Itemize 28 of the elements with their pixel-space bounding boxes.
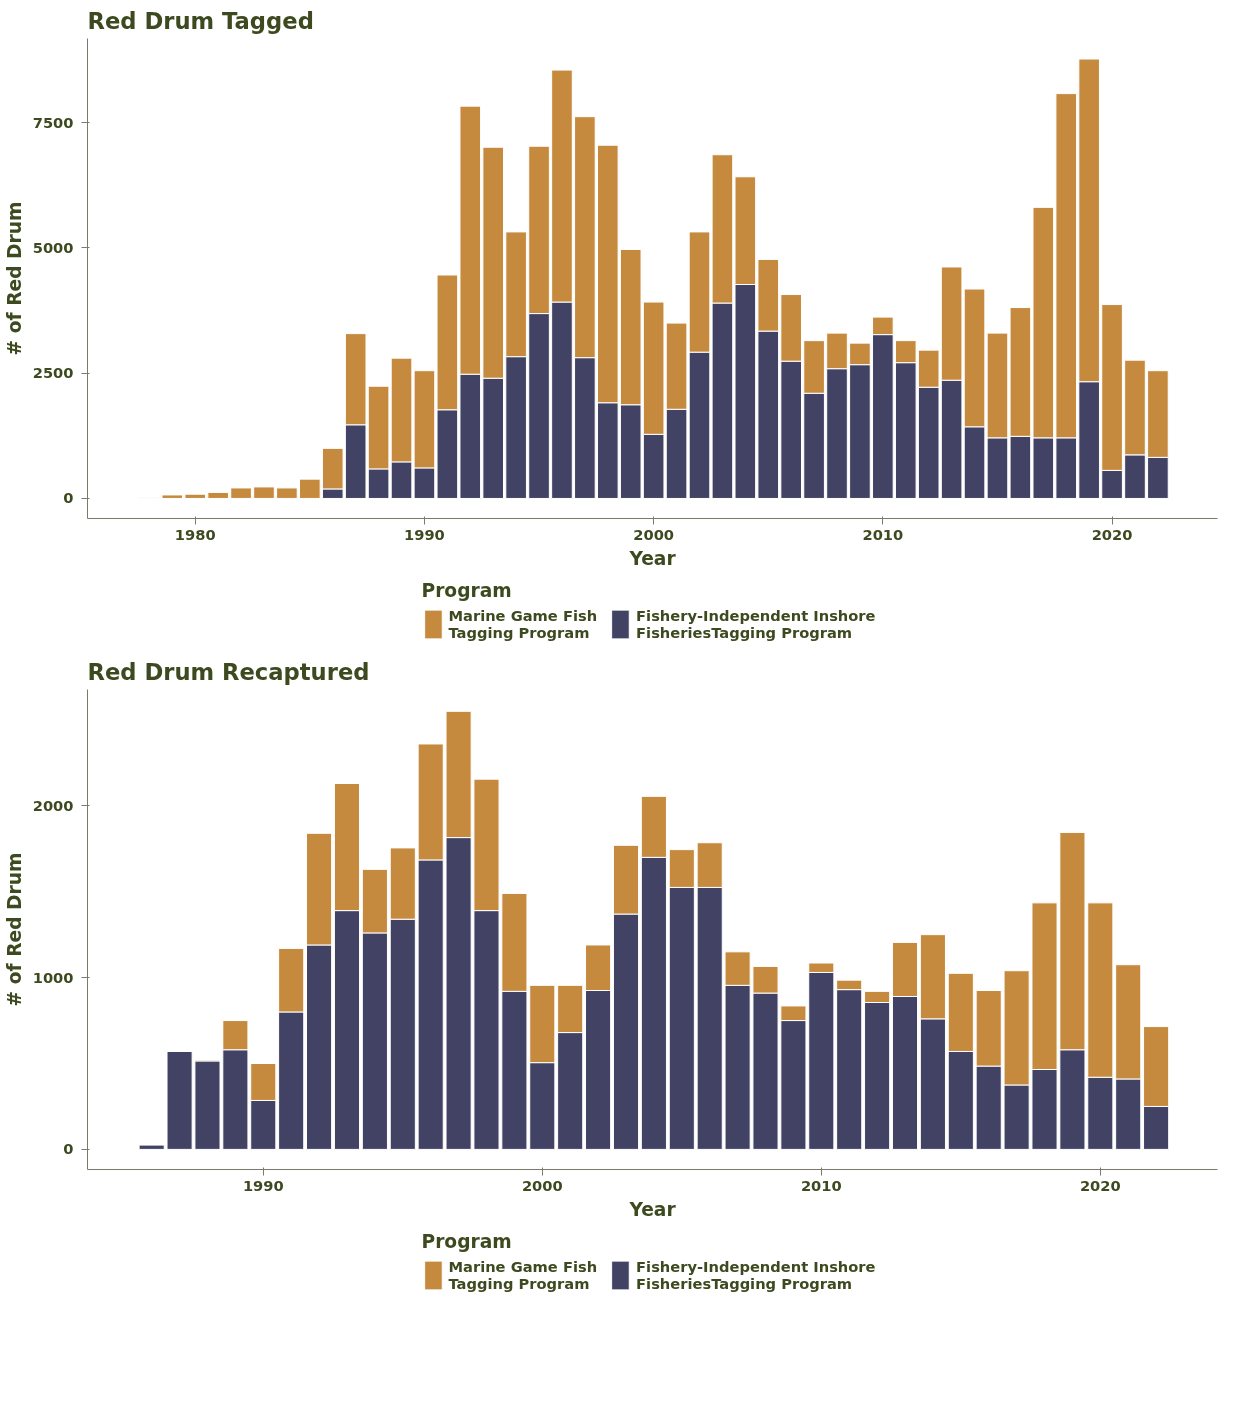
- legend-label: Fishery-Independent Inshore FisheriesTagging Program: [636, 1257, 876, 1293]
- y-tick-label: 1000: [32, 968, 74, 986]
- y-tick-label: 5000: [32, 238, 74, 256]
- x-tick-label: 2020: [1091, 525, 1133, 543]
- legend-label: Marine Game Fish Tagging Program: [448, 606, 598, 642]
- x-tick-label: 2020: [1079, 1176, 1121, 1194]
- x-tick-label: 2010: [862, 525, 904, 543]
- y-tick-label: 2000: [32, 796, 74, 814]
- chart-title: Red Drum Tagged: [87, 7, 314, 34]
- x-tick-label: 1990: [242, 1176, 284, 1194]
- y-tick-label: 2500: [32, 364, 74, 382]
- x-axis-title: Year: [628, 1198, 677, 1220]
- x-tick-label: 2000: [521, 1176, 563, 1194]
- legend-title: Program: [421, 1231, 513, 1252]
- chart-title: Red Drum Recaptured: [87, 658, 370, 685]
- y-tick-label: 0: [63, 1140, 74, 1158]
- y-axis-title: # of Red Drum: [3, 852, 25, 1007]
- legend-label: Marine Game Fish Tagging Program: [448, 1257, 598, 1293]
- legend-title: Program: [421, 580, 513, 601]
- x-tick-label: 2000: [633, 525, 675, 543]
- x-tick-label: 1980: [174, 525, 216, 543]
- legend-label: Fishery-Independent Inshore FisheriesTagging Program: [636, 606, 876, 642]
- y-tick-label: 7500: [32, 113, 74, 131]
- x-tick-label: 2010: [800, 1176, 842, 1194]
- y-axis-title: # of Red Drum: [3, 201, 25, 356]
- x-axis-title: Year: [628, 547, 677, 569]
- y-tick-label: 0: [63, 489, 74, 507]
- x-tick-label: 1990: [404, 525, 445, 543]
